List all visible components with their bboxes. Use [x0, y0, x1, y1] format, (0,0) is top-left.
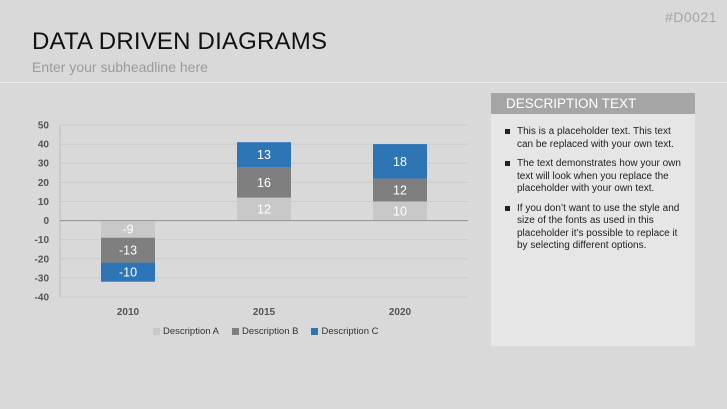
- legend-item: Description A: [153, 326, 219, 337]
- slide-id-label: #D0021: [664, 9, 717, 25]
- bar-segment: [373, 201, 427, 221]
- bar-segment: [101, 262, 155, 282]
- page-subtitle: Enter your subheadline here: [32, 59, 208, 75]
- legend-swatch: [311, 328, 319, 335]
- data-label: 18: [393, 155, 407, 169]
- legend-item: Description C: [311, 326, 379, 337]
- y-tick-label: 50: [38, 121, 50, 132]
- data-label: -9: [122, 223, 133, 237]
- bar-segment: [101, 220, 155, 238]
- y-tick-label: -40: [35, 293, 50, 304]
- data-label: 12: [257, 203, 271, 217]
- bullet-icon: [505, 161, 510, 166]
- y-tick-label: -20: [35, 254, 50, 265]
- description-item-text: The text demonstrates how your own text …: [517, 158, 681, 194]
- header-divider: [0, 82, 727, 83]
- y-tick-label: -30: [35, 273, 50, 284]
- bar-segment: [237, 197, 291, 221]
- description-item-text: This is a placeholder text. This text ca…: [517, 126, 674, 150]
- x-tick-label: 2020: [389, 307, 412, 318]
- y-tick-label: 40: [38, 140, 50, 151]
- description-list: This is a placeholder text. This text ca…: [491, 114, 695, 253]
- data-label: 16: [257, 176, 271, 190]
- data-label: 12: [393, 183, 407, 197]
- x-tick-label: 2010: [117, 307, 140, 318]
- y-tick-label: -10: [35, 235, 50, 246]
- bar-segment: [101, 237, 155, 263]
- legend-item: Description B: [231, 326, 299, 337]
- y-tick-label: 10: [38, 197, 50, 208]
- description-item: This is a placeholder text. This text ca…: [505, 126, 685, 151]
- description-item: The text demonstrates how your own text …: [505, 158, 685, 196]
- legend-label: Description C: [321, 326, 379, 337]
- page-title: DATA DRIVEN DIAGRAMS: [32, 28, 328, 55]
- y-tick-label: 0: [43, 216, 49, 227]
- description-item: If you don’t want to use the style and s…: [505, 203, 685, 253]
- description-item-text: If you don’t want to use the style and s…: [517, 202, 680, 252]
- description-panel: DESCRIPTION TEXT This is a placeholder t…: [491, 93, 695, 346]
- legend-label: Description B: [241, 326, 299, 337]
- data-label: 10: [393, 205, 407, 219]
- data-label: -13: [119, 244, 137, 258]
- bullet-icon: [505, 129, 510, 134]
- bar-segment: [373, 144, 427, 179]
- x-tick-label: 2015: [253, 307, 276, 318]
- legend-swatch: [153, 328, 160, 335]
- y-tick-label: 30: [38, 159, 50, 170]
- bar-segment: [237, 167, 291, 198]
- chart-legend: Description A Description B Description C: [153, 326, 379, 337]
- description-header: DESCRIPTION TEXT: [491, 93, 695, 114]
- data-label: 13: [257, 148, 271, 162]
- stacked-bar-chart: 50403020100-10-20-30-40-9-13-10201012161…: [35, 121, 468, 318]
- legend-label: Description A: [163, 326, 219, 337]
- data-label: -10: [119, 266, 137, 280]
- bar-segment: [237, 142, 291, 168]
- legend-swatch: [231, 328, 239, 335]
- y-tick-label: 20: [38, 178, 50, 189]
- bullet-icon: [505, 205, 510, 211]
- bar-segment: [373, 178, 427, 202]
